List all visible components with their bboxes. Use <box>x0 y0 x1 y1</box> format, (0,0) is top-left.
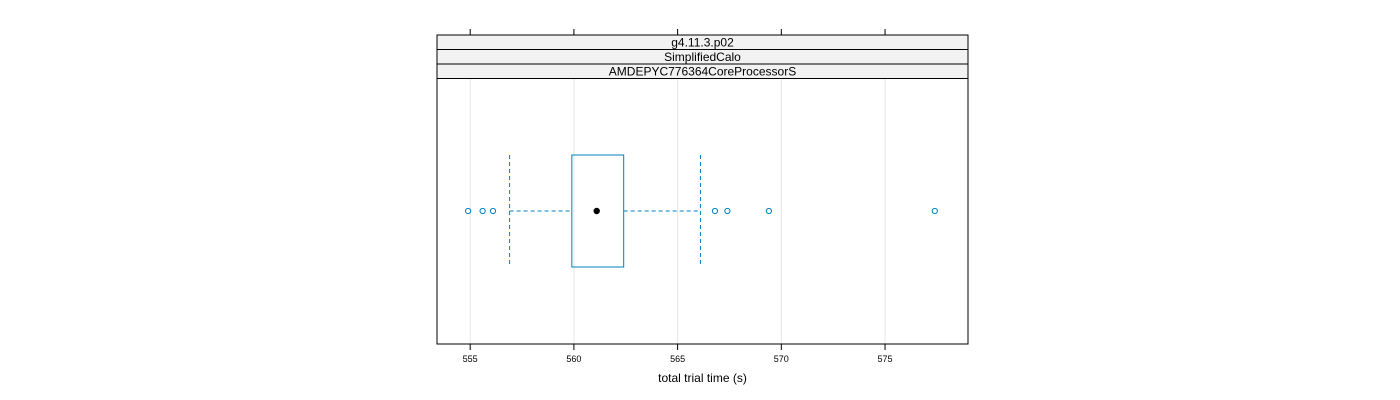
outliers <box>465 207 938 215</box>
outlier-point-2 <box>479 207 486 215</box>
strip-headers: g4.11.3.p02SimplifiedCaloAMDEPYC776364Co… <box>436 34 969 79</box>
grid-lines <box>469 78 886 344</box>
x-axis-label: total trial time (s) <box>658 371 747 385</box>
panel-border <box>436 34 969 345</box>
outlier-point-6 <box>765 207 772 215</box>
interquartile-box <box>571 154 625 268</box>
box-plot <box>509 154 701 268</box>
tick-label-565: 565 <box>670 354 685 364</box>
x-axis-ticks: 555 560 565 570 575 <box>463 29 893 364</box>
outlier-point-5 <box>724 207 731 215</box>
outlier-point-7 <box>931 207 938 215</box>
tick-label-560: 560 <box>566 354 581 364</box>
tick-label-555: 555 <box>463 354 478 364</box>
strip-2-label: SimplifiedCalo <box>664 50 741 64</box>
strip-1-label: g4.11.3.p02 <box>671 35 734 49</box>
median-dot <box>593 207 600 215</box>
strip-3-label: AMDEPYC776364CoreProcessorS <box>609 64 796 78</box>
tick-label-575: 575 <box>878 354 893 364</box>
tick-label-570: 570 <box>774 354 789 364</box>
outlier-point-3 <box>489 207 497 215</box>
outlier-point-4 <box>711 207 719 215</box>
outlier-point-1 <box>465 207 472 215</box>
